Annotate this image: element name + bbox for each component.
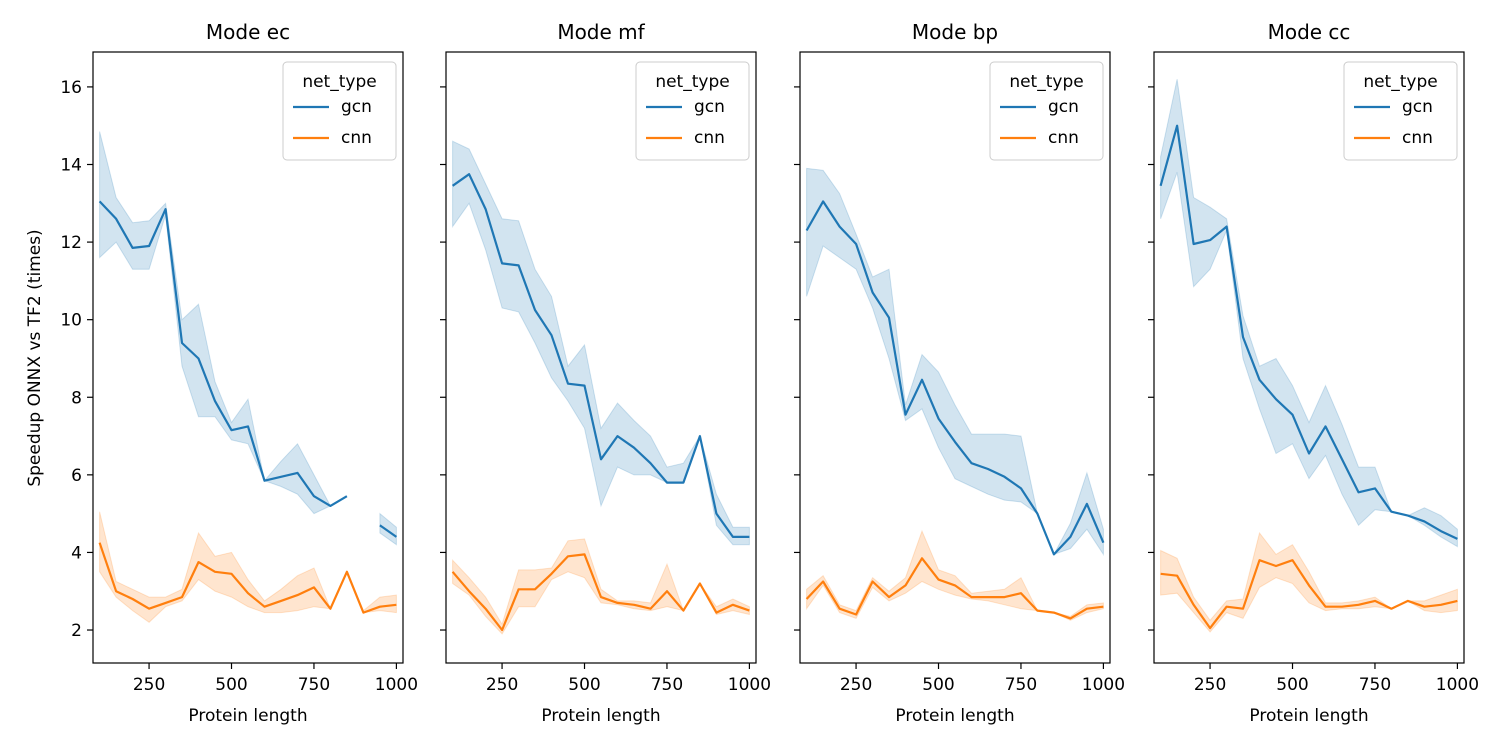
legend-title: net_type [302,72,376,92]
x-tick-label: 750 [1359,675,1391,695]
series-line-gcn [1159,124,1458,540]
legend-label-cnn: cnn [1048,128,1079,148]
plot-frame [92,51,404,664]
legend-title: net_type [1363,72,1437,92]
y-axis-label: Speedup ONNX vs TF2 (times) [25,229,45,486]
ci-band-gcn-0 [99,131,348,515]
series-line-cnn [805,557,1104,620]
x-tick-label: 1000 [728,675,771,695]
x-tick-label: 250 [133,675,165,695]
series-line-cnn [1160,559,1458,630]
legend-label-gcn: gcn [694,97,725,117]
series-line-gcn-1 [379,524,398,538]
series-line-gcn-0 [98,200,348,507]
y-tick-label: 10 [60,311,82,331]
panel-2: Mode bp 250 500 750 1000 Protein length net_ty… [794,20,1125,726]
y-tick-label: 12 [60,233,82,253]
y-tick-label: 16 [60,78,82,98]
series-line-gcn [805,200,1105,556]
x-tick-label: 1000 [375,675,418,695]
ci-band-cnn-0 [1160,531,1458,633]
x-tick-label: 250 [1194,675,1226,695]
legend-box [282,61,397,161]
legend-label-cnn: cnn [694,128,725,148]
x-tick-label: 500 [1276,675,1308,695]
panel-title: Mode bp [912,20,998,44]
legend-label-cnn: cnn [1402,128,1433,148]
series-line-cnn [451,553,750,632]
legend-box [989,61,1104,161]
ci-band-gcn-1 [379,512,397,546]
plot-frame [799,51,1111,664]
x-tick-label: 500 [568,675,600,695]
y-tick-label: 14 [60,156,82,176]
ci-band-cnn-0 [452,538,750,635]
y-tick-label: 4 [71,543,82,563]
x-tick-label: 250 [840,675,872,695]
panel-title: Mode ec [206,20,290,44]
ci-band-gcn-0 [806,167,1104,557]
ci-band-gcn-0 [452,140,750,546]
legend-box [635,61,750,161]
legend-title: net_type [655,72,729,92]
panel-title: Mode cc [1268,20,1351,44]
panel-1: Mode mf 250 500 750 1000 Protein length net_ty… [440,20,771,726]
panel-0: Mode ec 250 500 750 1000 2 4 6 8 10 12 14 16 Protein … [60,20,418,726]
x-tick-label: 1000 [1436,675,1479,695]
panel-3: Mode cc 250 500 750 1000 Protein length net_ty… [1148,20,1479,726]
x-axis-label: Protein length [1249,706,1368,726]
y-tick-label: 8 [71,388,82,408]
legend-label-gcn: gcn [1402,97,1433,117]
x-tick-label: 750 [651,675,683,695]
legend-label-gcn: gcn [1048,97,1079,117]
ci-band-cnn-0 [99,511,397,623]
legend-title: net_type [1009,72,1083,92]
legend-label-gcn: gcn [341,97,372,117]
x-tick-label: 750 [298,675,330,695]
x-tick-label: 1000 [1082,675,1125,695]
series-line-cnn [98,542,397,614]
panels-group: Mode ec 250 500 750 1000 2 4 6 8 10 12 14 16 Protein … [60,20,1479,726]
plot-frame [445,51,757,664]
x-axis-label: Protein length [188,706,307,726]
x-tick-label: 750 [1005,675,1037,695]
ci-band-cnn-0 [806,529,1104,621]
x-axis-label: Protein length [895,706,1014,726]
x-tick-label: 500 [922,675,954,695]
y-tick-label: 6 [71,466,82,486]
panel-title: Mode mf [557,20,645,44]
legend-box [1343,61,1458,161]
series-line-gcn [451,173,750,539]
x-tick-label: 250 [486,675,518,695]
y-tick-label: 2 [71,621,82,641]
plot-frame [1153,51,1465,664]
legend-label-cnn: cnn [341,128,372,148]
x-tick-label: 500 [215,675,247,695]
x-axis-label: Protein length [541,706,660,726]
